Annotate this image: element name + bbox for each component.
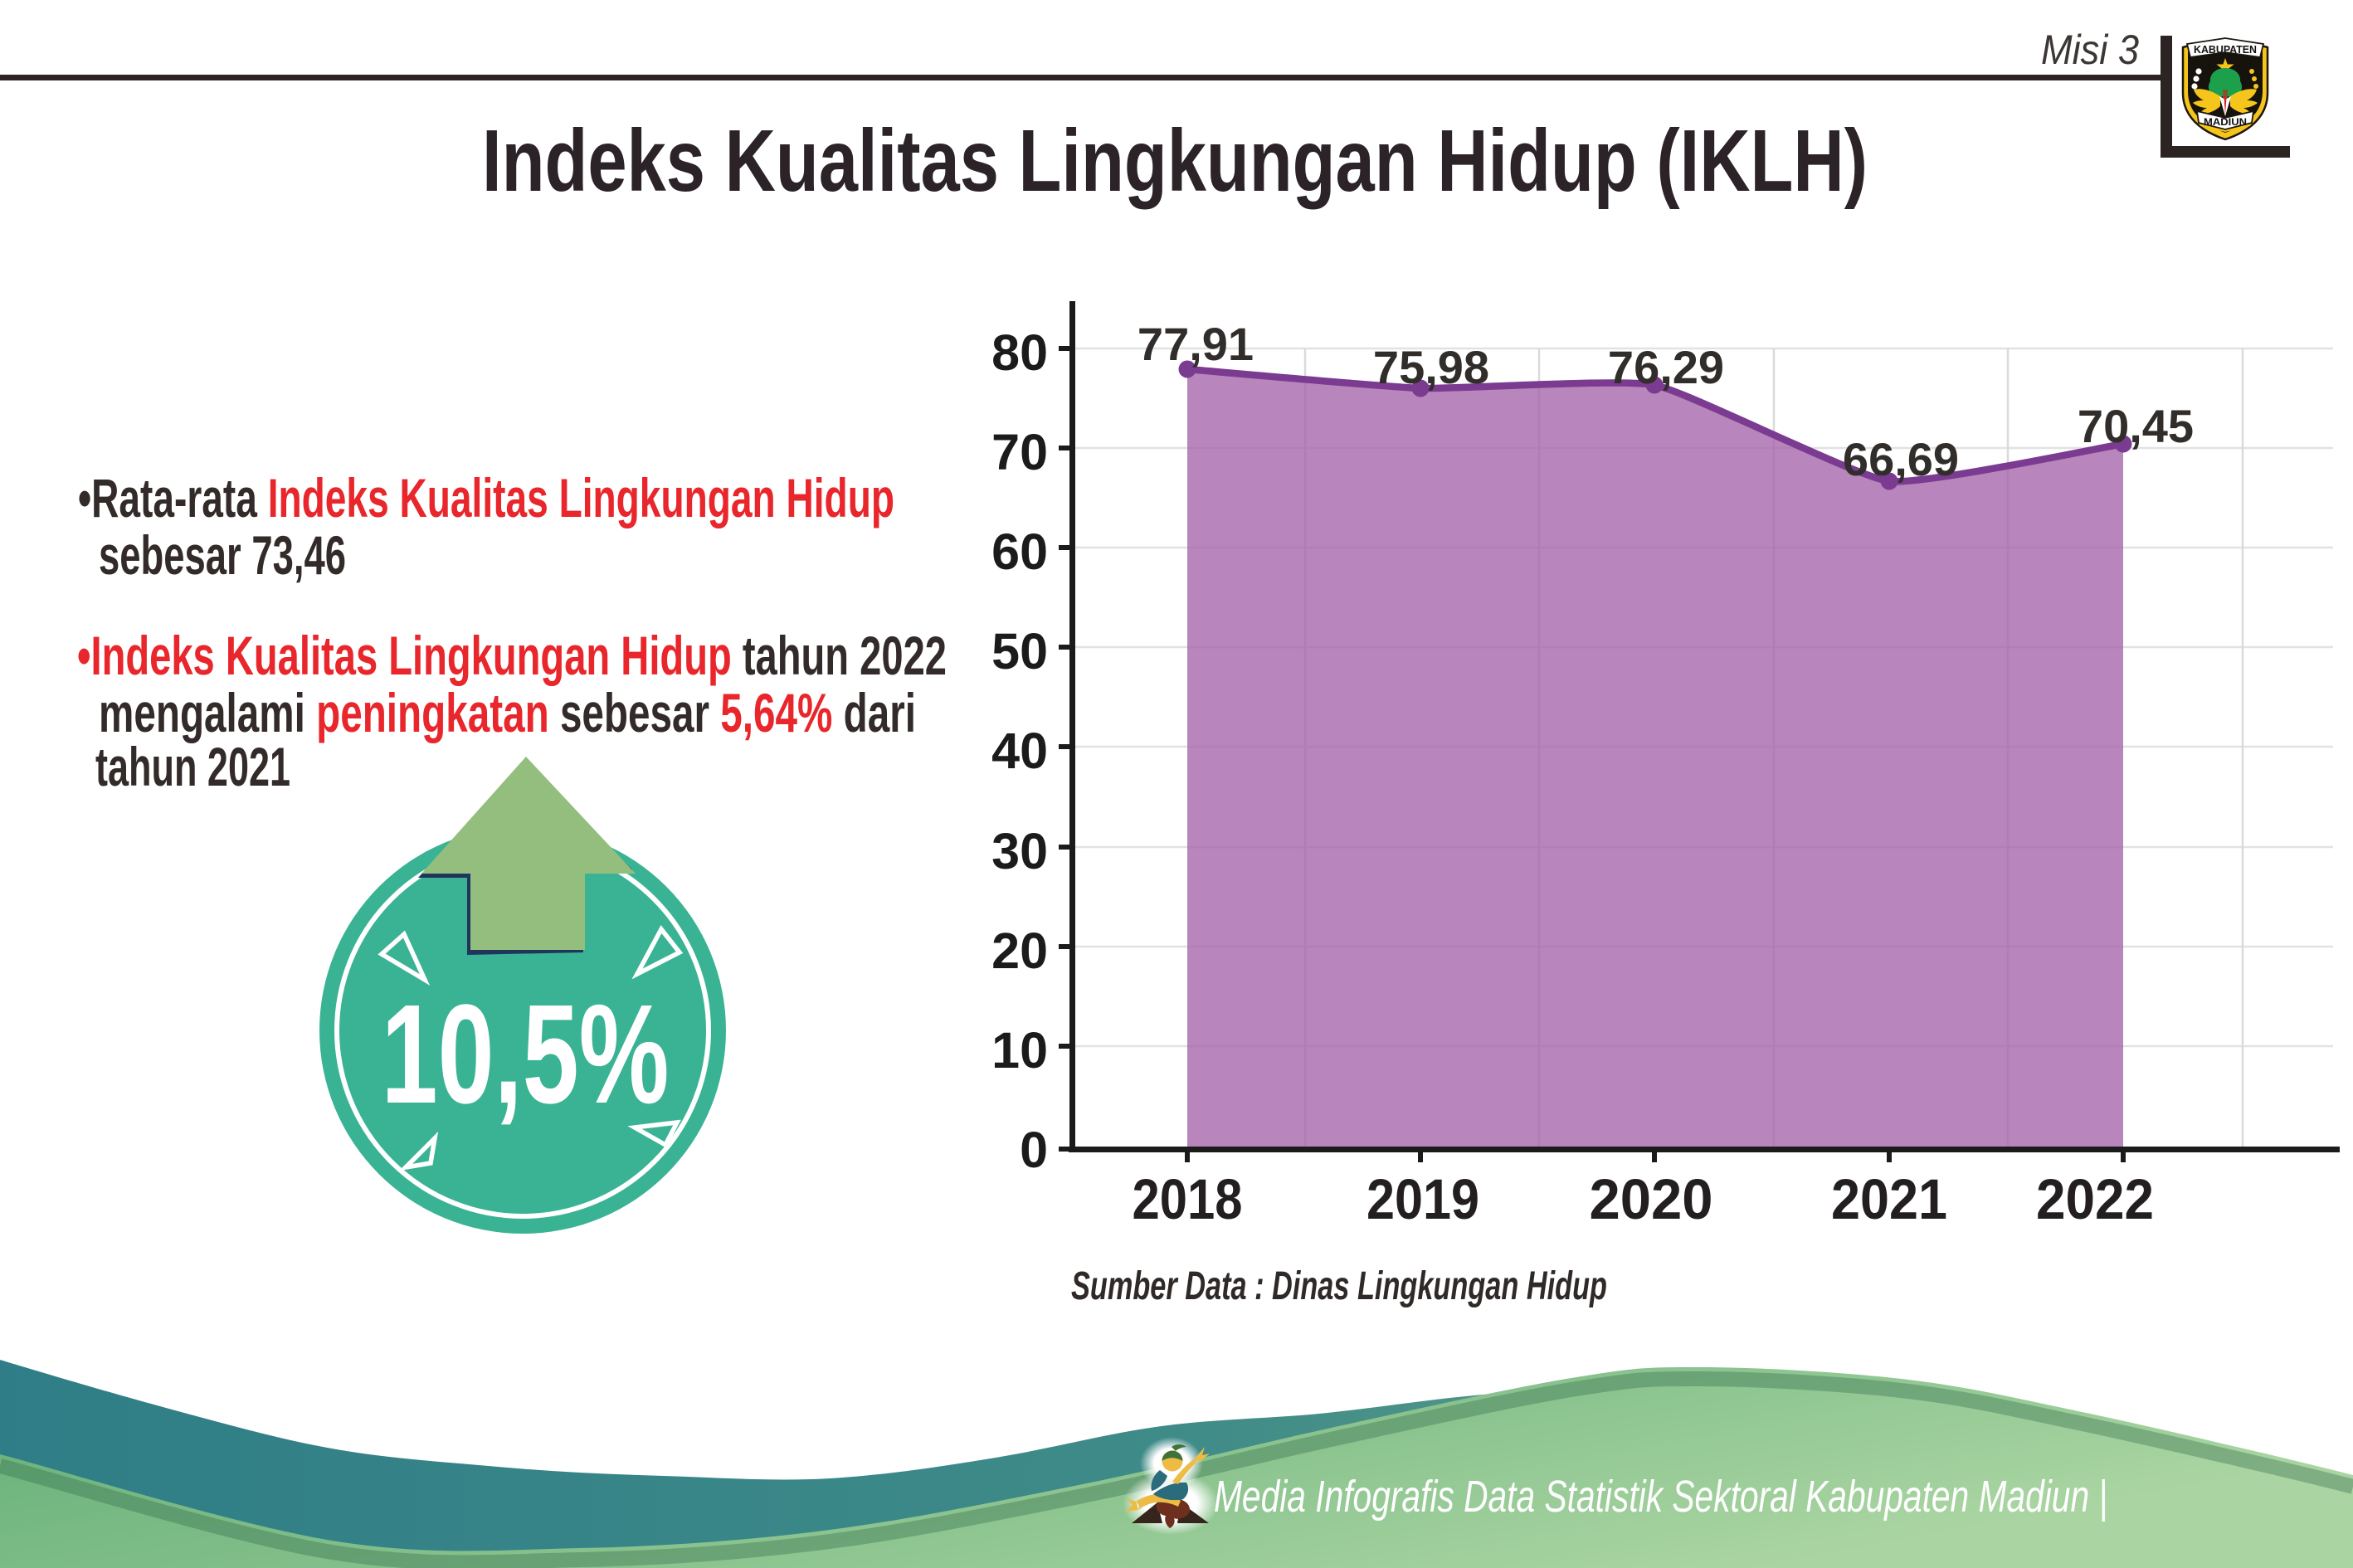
- svg-text:10: 10: [991, 1022, 1048, 1079]
- svg-text:20: 20: [991, 923, 1048, 979]
- svg-text:2018: 2018: [1133, 1167, 1243, 1231]
- svg-text:10,5%: 10,5%: [382, 976, 670, 1133]
- svg-text:76,29: 76,29: [1608, 341, 1724, 393]
- svg-text:0: 0: [1020, 1122, 1048, 1178]
- svg-text:60: 60: [991, 523, 1048, 580]
- svg-text:2021: 2021: [1831, 1167, 1947, 1231]
- svg-text:30: 30: [991, 823, 1048, 879]
- svg-text:MADIUN: MADIUN: [2204, 116, 2247, 128]
- svg-text:tahun 2021: tahun 2021: [95, 736, 290, 797]
- svg-text:2019: 2019: [1366, 1167, 1479, 1231]
- svg-text:80: 80: [991, 324, 1048, 381]
- svg-text:70: 70: [991, 424, 1048, 480]
- svg-text:KABUPATEN: KABUPATEN: [2194, 44, 2257, 56]
- svg-text:2022: 2022: [2036, 1167, 2154, 1231]
- svg-text:66,69: 66,69: [1843, 433, 1959, 485]
- svg-text:sebesar 73,46: sebesar 73,46: [99, 524, 346, 586]
- svg-text:2020: 2020: [1590, 1167, 1713, 1231]
- svg-text:Indeks Kualitas Lingkungan Hid: Indeks Kualitas Lingkungan Hidup (IKLH): [482, 112, 1868, 210]
- svg-text:Media Infografis Data Statisti: Media Infografis Data Statistik Sektoral…: [1214, 1472, 2107, 1522]
- svg-text:70,45: 70,45: [2078, 400, 2194, 452]
- svg-text:Sumber Data : Dinas Lingkungan: Sumber Data : Dinas Lingkungan Hidup: [1071, 1264, 1607, 1308]
- svg-text:40: 40: [991, 723, 1048, 779]
- svg-text:Misi 3: Misi 3: [2041, 27, 2139, 73]
- svg-text:50: 50: [991, 623, 1048, 679]
- svg-text:mengalami peningkatan sebesar: mengalami peningkatan sebesar 5,64% dari: [99, 682, 916, 743]
- svg-text:75,98: 75,98: [1373, 341, 1489, 393]
- svg-text:•Rata-rata Indeks Kualitas Lin: •Rata-rata Indeks Kualitas Lingkungan Hi…: [78, 467, 894, 528]
- svg-text:77,91: 77,91: [1138, 318, 1254, 370]
- svg-text:•Indeks Kualitas Lingkungan Hi: •Indeks Kualitas Lingkungan Hidup tahun …: [77, 625, 947, 686]
